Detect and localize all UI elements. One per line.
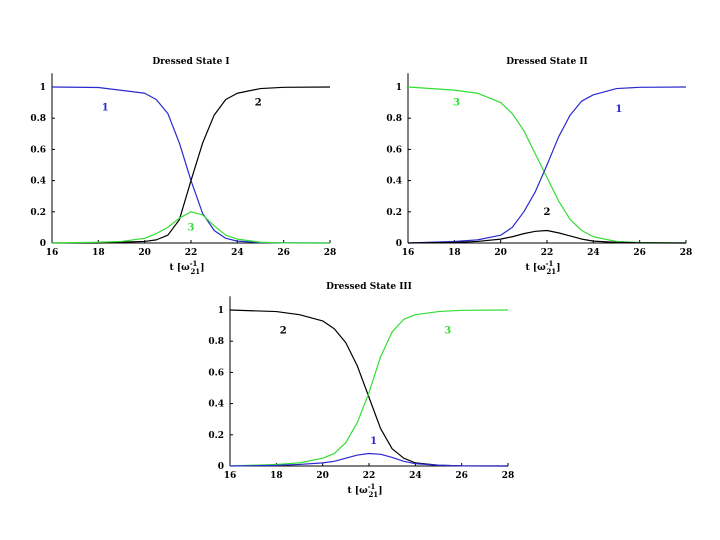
x-tick-label: 28 [680, 248, 693, 258]
y-tick-label: 1 [40, 83, 46, 93]
chart-title: Dressed State I [152, 57, 229, 67]
curve-label-3: 3 [188, 223, 195, 234]
x-tick-label: 20 [138, 248, 151, 258]
curve-label-1: 1 [102, 102, 109, 113]
x-tick-label: 16 [46, 248, 59, 258]
y-tick-label: 0.4 [208, 400, 224, 410]
y-tick-label: 0.8 [208, 337, 224, 347]
x-tick-label: 18 [270, 471, 283, 481]
x-tick-label: 20 [494, 248, 507, 258]
x-tick-label: 28 [502, 471, 515, 481]
series-line-1 [407, 86, 687, 244]
x-tick-label: 22 [541, 248, 554, 258]
x-tick-label: 26 [633, 248, 646, 258]
series-line-2 [52, 86, 331, 244]
series-line-1 [229, 452, 509, 467]
x-tick-label: 28 [324, 248, 337, 258]
chart-panel-2: Dressed State II 0 0.2 0.4 0.6 0.8 1 16 18 20 22 24… [386, 57, 692, 276]
x-axis-label: t [ω-1 21] [170, 259, 205, 276]
chart-panel-1: Dressed State I 0 0.2 0.4 0.6 0.8 1 16 18 20 22 24 2… [30, 57, 336, 276]
series-line-1 [51, 86, 331, 244]
x-tick-label: 18 [448, 248, 461, 258]
series-line-3 [229, 309, 509, 467]
curve-label-2: 2 [544, 207, 551, 218]
chart-title: Dressed State II [506, 57, 587, 67]
x-tick-label: 24 [231, 248, 244, 258]
y-tick-label: 0 [218, 462, 224, 472]
y-tick-label: 0.4 [30, 177, 46, 187]
y-tick-label: 0 [40, 239, 46, 249]
curve-label-2: 2 [280, 325, 287, 336]
y-tick-label: 0 [396, 239, 402, 249]
x-tick-label: 16 [224, 471, 237, 481]
series-line-2 [229, 309, 509, 467]
x-tick-label: 26 [277, 248, 290, 258]
curve-label-2: 2 [255, 98, 262, 109]
series-line-2 [407, 229, 687, 244]
x-tick-label: 16 [402, 248, 415, 258]
x-tick-label: 22 [363, 471, 376, 481]
y-tick-label: 0.4 [386, 177, 402, 187]
curve-label-3: 3 [444, 325, 451, 336]
y-tick-label: 0.6 [208, 368, 224, 378]
series-line-3 [407, 86, 687, 244]
y-tick-label: 0.8 [30, 114, 46, 124]
y-tick-label: 0.8 [386, 114, 402, 124]
x-tick-label: 24 [587, 248, 600, 258]
y-tick-label: 0.2 [208, 431, 224, 441]
x-tick-label: 26 [455, 471, 468, 481]
y-tick-label: 0.6 [30, 145, 46, 155]
curve-label-1: 1 [370, 436, 377, 447]
x-tick-label: 24 [409, 471, 422, 481]
chart-title: Dressed State III [326, 282, 412, 292]
x-tick-label: 20 [316, 471, 329, 481]
y-tick-label: 1 [218, 306, 224, 316]
x-tick-label: 22 [185, 248, 198, 258]
series-line-3 [51, 211, 331, 244]
y-tick-label: 1 [396, 83, 402, 93]
y-tick-label: 0.6 [386, 145, 402, 155]
x-axis-label: t [ω-1 21] [348, 482, 383, 499]
curve-label-1: 1 [615, 104, 622, 115]
x-axis-label: t [ω-1 21] [526, 259, 561, 276]
curve-label-3: 3 [453, 98, 460, 109]
y-tick-label: 0.2 [386, 208, 402, 218]
x-tick-label: 18 [92, 248, 105, 258]
y-tick-label: 0.2 [30, 208, 46, 218]
